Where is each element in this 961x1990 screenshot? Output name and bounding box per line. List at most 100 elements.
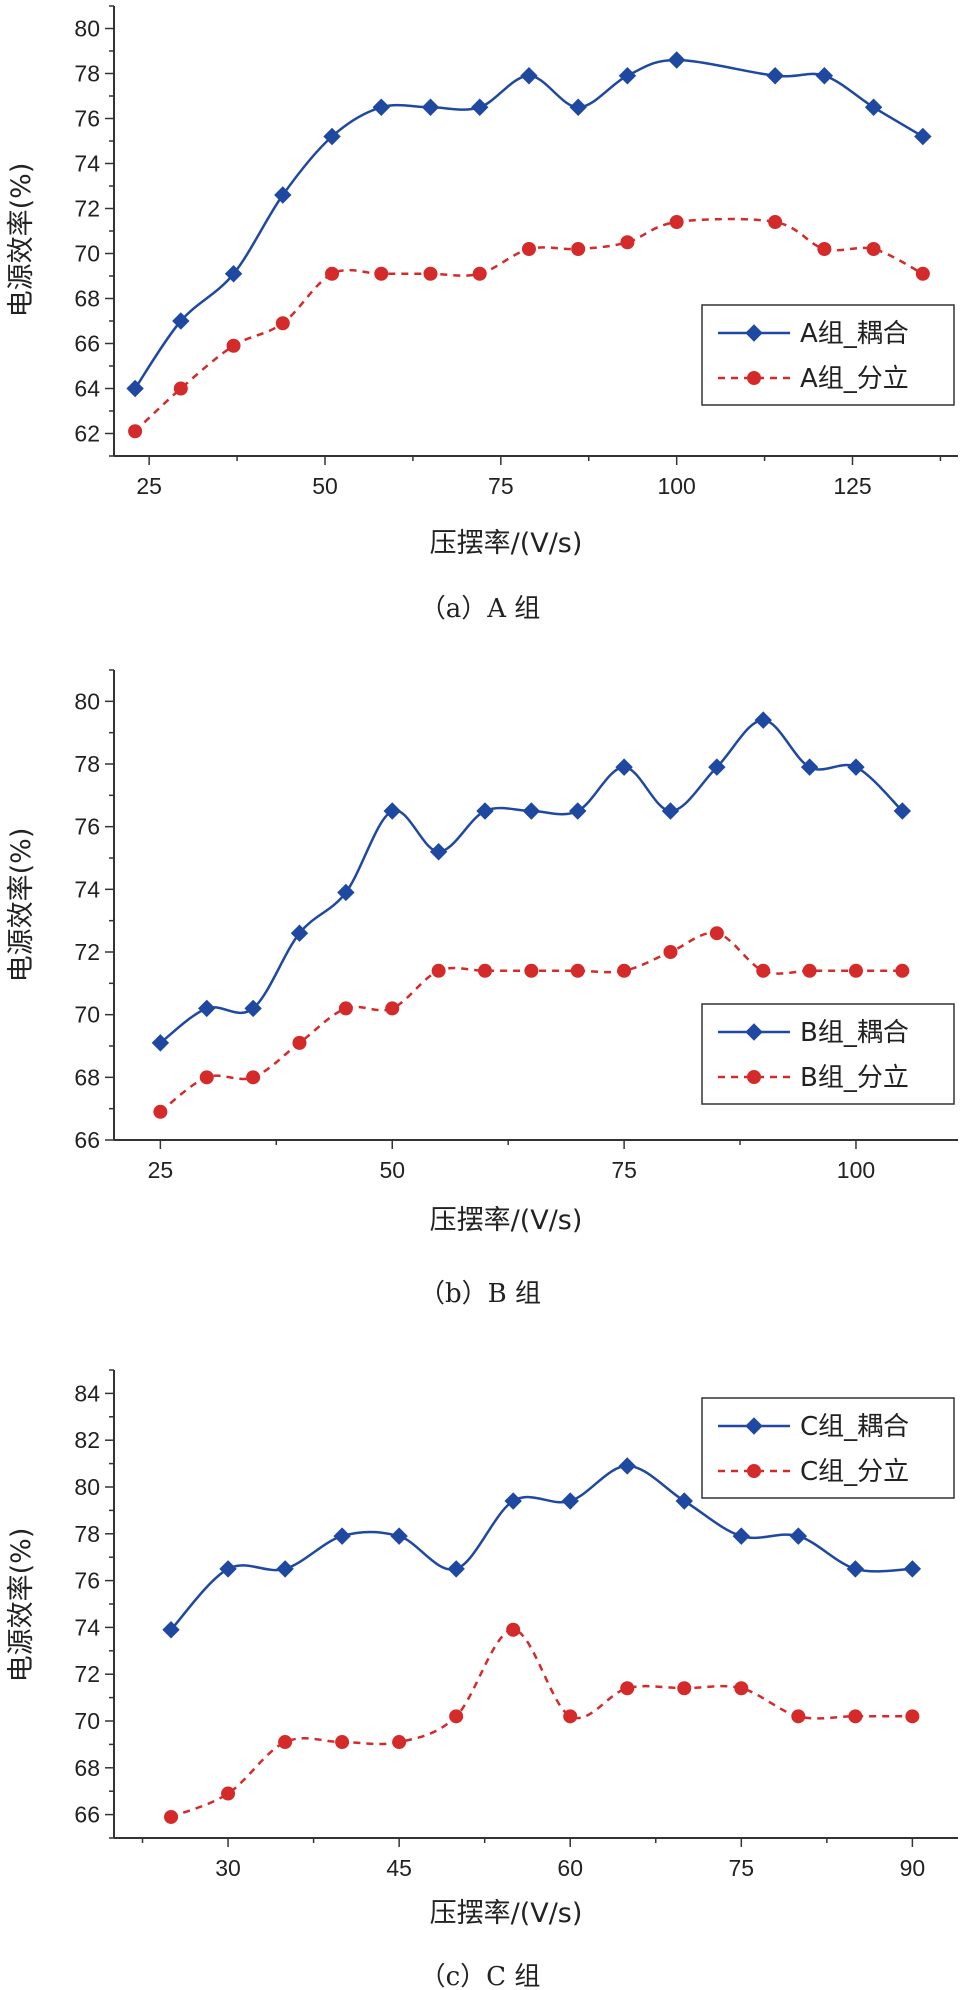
data-point-coupled [732,1527,751,1545]
data-point-coupled [429,843,448,861]
data-point-separate [570,963,585,978]
data-point-separate [423,266,438,281]
data-point-coupled [520,67,538,85]
series-coupled [126,51,932,398]
series-separate [128,215,930,439]
data-point-coupled [372,98,390,116]
data-point-separate [915,266,930,281]
y-tick-label: 78 [74,751,100,777]
series-separate [164,1622,920,1824]
data-point-separate [335,1735,350,1750]
y-tick-label: 80 [74,1474,100,1500]
data-point-coupled [708,758,726,776]
data-point-coupled [447,1560,465,1578]
data-point-coupled [754,711,772,729]
y-tick-label: 70 [74,241,100,267]
legend: B组_耦合 B组_分立 [701,1003,955,1105]
data-point-coupled [421,98,440,116]
data-point-separate [905,1709,920,1724]
data-point-coupled [618,1457,636,1475]
chart-panel-2: 66 68 70 72 74 76 78 80 25 50 75 100 压摆率/(V/s) 电源效率(%… [6,669,958,1309]
y-tick-label: 78 [74,61,100,87]
data-point-coupled [244,999,262,1018]
y-tick-label: 80 [74,688,100,714]
data-point-separate [477,963,492,978]
data-point-separate [278,1735,293,1750]
data-point-coupled [198,999,216,1018]
legend-label-coupled: A组_耦合 [800,319,909,349]
x-tick-label: 125 [833,473,871,499]
data-point-coupled [522,802,541,820]
data-point-coupled [615,758,633,776]
data-point-separate [275,316,290,331]
y-tick-label: 72 [74,939,100,965]
data-point-separate [617,963,632,978]
data-point-separate [221,1786,236,1801]
data-point-separate [524,963,539,978]
data-point-separate [128,424,143,439]
data-point-coupled [172,312,190,330]
data-point-coupled [383,802,401,820]
y-axis-label: 电源效率(%) [6,163,37,318]
data-point-coupled [333,1527,351,1545]
data-point-coupled [789,1527,808,1545]
y-tick-label: 70 [74,1708,100,1734]
data-point-coupled [661,802,680,820]
series-line-separate [134,217,924,433]
legend-marker-separate [747,371,761,385]
x-axis-label: 压摆率/(V/s) [430,528,583,559]
x-tick-label: 100 [657,473,695,499]
data-point-separate [226,338,241,353]
data-point-coupled [800,758,819,776]
data-point-separate [521,242,536,256]
y-tick-label: 76 [74,1568,100,1594]
data-point-coupled [274,186,292,204]
data-point-separate [709,926,724,941]
series-coupled [151,711,912,1052]
data-point-coupled [476,802,494,820]
legend: A组_耦合 A组_分立 [701,304,955,406]
y-tick-label: 68 [74,1755,100,1781]
data-point-separate [325,266,340,281]
data-point-separate [791,1709,806,1724]
data-point-separate [153,1104,168,1119]
y-tick-label: 66 [74,1127,100,1153]
x-tick-label: 90 [900,1855,926,1881]
data-point-separate [895,963,910,978]
data-point-separate [374,266,389,281]
y-tick-label: 62 [74,421,100,447]
data-point-coupled [914,127,932,146]
y-tick-label: 66 [74,331,100,357]
data-point-coupled [766,67,784,85]
legend-box [701,1397,955,1499]
y-tick-label: 70 [74,1002,100,1028]
data-point-coupled [323,127,341,146]
data-point-coupled [893,802,912,820]
x-tick-label: 30 [215,1855,241,1881]
data-point-coupled [618,67,637,85]
series-line-separate [170,1628,913,1819]
data-point-coupled [471,98,489,116]
chart-panel-3: 66 68 70 72 74 76 78 80 82 84 30 45 60 75 90 压摆率/(V/s) 电… [6,1369,958,1990]
data-point-separate [848,1709,863,1724]
data-point-separate [472,266,487,281]
legend-marker-coupled [745,1417,763,1435]
y-tick-label: 74 [74,151,100,177]
data-point-separate [817,242,832,256]
x-tick-label: 25 [148,1157,174,1183]
data-point-coupled [561,1492,579,1510]
y-tick-label: 72 [74,1661,100,1687]
data-point-separate [620,235,635,250]
data-point-separate [768,215,783,229]
y-tick-label: 76 [74,106,100,132]
data-point-coupled [675,1492,693,1510]
data-point-coupled [390,1527,408,1545]
x-tick-label: 75 [488,473,514,499]
x-tick-label: 60 [557,1855,583,1881]
data-point-coupled [569,98,587,116]
data-point-separate [848,963,863,978]
series-coupled [162,1457,922,1639]
data-point-coupled [290,924,309,942]
legend-label-coupled: C组_耦合 [800,1412,909,1442]
x-axis-label: 压摆率/(V/s) [430,1205,583,1236]
